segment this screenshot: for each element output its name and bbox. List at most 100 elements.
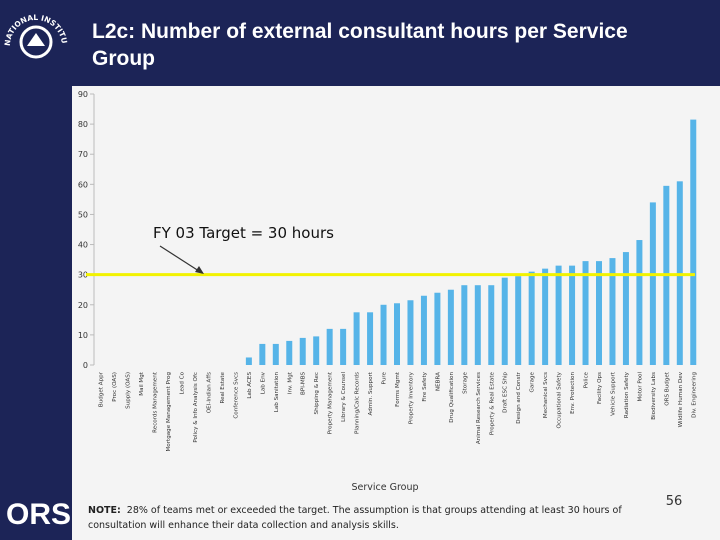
y-tick-label: 20	[78, 301, 88, 310]
x-tick-label: Conference Svcs	[233, 372, 239, 419]
bar	[569, 265, 576, 365]
arrow-head	[195, 266, 204, 274]
x-tick-label: Policy & Info Analysis Ofc	[193, 372, 199, 443]
x-tick-label: Planning/Calc Records	[355, 372, 361, 434]
bar	[528, 271, 535, 365]
bar	[474, 285, 481, 365]
bar	[420, 295, 427, 365]
x-tick-label: Draft ESC Ship	[503, 372, 509, 413]
x-tick-label: Inv. Mgt	[287, 371, 293, 394]
brand: ORS	[6, 498, 72, 531]
bar	[313, 336, 320, 365]
bar	[609, 258, 616, 365]
y-tick-label: 60	[78, 180, 88, 189]
note-label: NOTE:	[88, 505, 121, 516]
note: NOTE: 28% of teams met or exceeded the ta…	[88, 503, 648, 533]
x-tick-label: Radiation Safety	[624, 371, 630, 418]
bar	[407, 300, 414, 365]
target-label: FY 03 Target = 30 hours	[153, 224, 334, 242]
logo: NATIONAL INSTITUTES OF HEALTH	[0, 0, 69, 59]
bar	[555, 265, 562, 365]
x-tick-label: Budget Appr	[99, 371, 105, 407]
x-tick-label: Biodiversity Labs	[651, 372, 657, 420]
x-tick-label: Property Inventory	[408, 371, 414, 424]
y-tick-label: 30	[78, 271, 88, 280]
bar	[286, 340, 293, 365]
x-tick-label: Vehicle Support	[610, 371, 616, 416]
bar	[447, 289, 454, 365]
arrow	[159, 245, 203, 274]
x-tick-label: NEBRA	[435, 372, 441, 391]
y-tick-label: 80	[78, 120, 88, 129]
bar	[245, 357, 252, 365]
bar	[299, 337, 306, 365]
y-tick-label: 90	[78, 90, 88, 99]
bar	[649, 202, 656, 365]
bar	[636, 240, 643, 365]
bar	[501, 277, 508, 365]
x-tick-label: Storage	[462, 371, 468, 393]
x-tick-label: Lab Sanitation	[274, 372, 280, 413]
x-tick-label: Occupational Safety	[557, 371, 563, 428]
y-tick-label: 10	[78, 331, 88, 340]
x-tick-label: Wildlife Human Dev	[678, 371, 684, 427]
bar	[272, 343, 279, 365]
sidebar	[0, 0, 72, 540]
x-tick-label: Supply (OAS)	[126, 372, 132, 409]
bar	[367, 312, 374, 365]
x-tick-label: Lead Co	[180, 371, 186, 394]
x-tick-label: Drug Qualification	[449, 372, 455, 423]
x-tick-label: Shipping & Rec	[314, 372, 320, 414]
bar	[434, 292, 441, 365]
x-tick-label: Env. Protection	[570, 372, 576, 414]
bar	[340, 328, 347, 365]
page-number: 56	[665, 494, 683, 509]
x-tick-label: Animal Research Services	[476, 372, 482, 444]
x-tick-label: Police	[584, 371, 590, 388]
bar	[380, 304, 387, 365]
x-tick-label: Records Management	[153, 371, 159, 433]
bar	[326, 328, 333, 365]
y-tick-label: 50	[78, 210, 88, 219]
bar	[259, 343, 266, 365]
x-tick-label: Design and Constr	[516, 371, 522, 423]
x-tick-label: Mechanical Svcs	[543, 372, 549, 418]
x-axis-title: Service Group	[351, 482, 418, 493]
bar	[676, 181, 683, 365]
x-tick-label: Mortgage Management Prog	[166, 372, 172, 452]
x-tick-label: Mail Mgt	[139, 371, 145, 396]
x-tick-label: Motor Pool	[637, 372, 643, 402]
bar	[461, 285, 468, 365]
bar	[690, 119, 697, 365]
x-tick-label: Property & Real Estate	[489, 371, 495, 435]
x-tick-label: Lab ACES	[247, 372, 253, 399]
y-tick-label: 70	[78, 150, 88, 159]
x-tick-label: OEI-Indian Affs	[206, 372, 212, 413]
bar	[515, 276, 522, 365]
bar	[622, 252, 629, 365]
bar	[542, 268, 549, 365]
bar	[488, 285, 495, 365]
x-tick-label: Forms Mgmt	[395, 371, 401, 407]
note-text: 28% of teams met or exceeded the target.…	[88, 505, 622, 531]
bar	[394, 303, 400, 365]
bar	[582, 261, 589, 365]
x-tick-label: Admin. Support	[368, 371, 374, 415]
x-tick-label: Garage	[530, 371, 536, 392]
x-tick-label: Facility Ops	[597, 372, 603, 404]
bar	[353, 312, 360, 365]
chart: 0 10 20 30 40 50 60 70 80 90 Budget Appr Proc (OAS)…	[78, 90, 697, 493]
y-tick-label: 40	[78, 241, 88, 250]
x-tick-label: BPI-MBS	[301, 372, 307, 395]
y-tick-label: 0	[83, 361, 88, 370]
x-tick-label: Library & Counsel	[341, 372, 347, 422]
x-tick-label: Div. Engineering	[691, 372, 697, 418]
title-bar	[72, 0, 720, 86]
x-tick-label: Real Estate	[220, 371, 226, 403]
x-tick-label: Pure	[382, 371, 388, 384]
x-tick-label: ORS Budget	[664, 371, 670, 406]
x-tick-label: Property Management	[328, 371, 334, 434]
x-tick-label: Lab Env	[260, 371, 266, 394]
bar	[596, 261, 602, 365]
x-tick-label: Proc (OAS)	[112, 372, 118, 402]
